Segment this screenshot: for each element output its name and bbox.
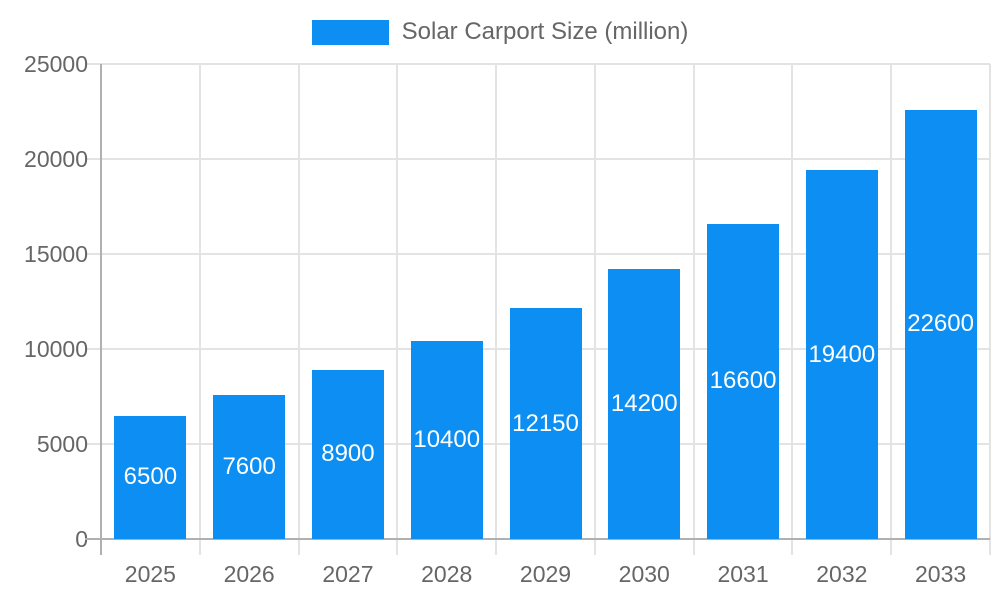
bar-2032 (805, 170, 878, 539)
x-tick (593, 539, 596, 555)
legend-label: Solar Carport Size (million) (401, 18, 689, 45)
v-gridline (297, 64, 300, 539)
x-tick (297, 539, 300, 555)
h-gridline (101, 158, 990, 160)
y-axis-label: 0 (75, 526, 88, 552)
v-gridline (198, 64, 201, 539)
legend-item-solar-carport-size[interactable]: Solar Carport Size (million) (311, 18, 689, 46)
x-axis-label: 2030 (618, 561, 670, 587)
y-tick (85, 158, 101, 160)
y-tick (85, 348, 101, 350)
legend-swatch (311, 19, 389, 45)
bar-value-label: 14200 (610, 390, 678, 418)
h-gridline (101, 253, 990, 255)
y-axis-label: 5000 (36, 431, 88, 457)
y-axis-label: 10000 (24, 336, 88, 362)
bar-2033 (904, 109, 977, 539)
bar-2031 (707, 223, 780, 539)
bar-value-label: 8900 (321, 440, 375, 468)
bar-2027 (311, 369, 384, 539)
y-axis-label: 25000 (24, 51, 88, 77)
bar-value-label: 12150 (512, 409, 579, 437)
v-gridline (890, 64, 893, 539)
bar-value-label: 22600 (907, 310, 974, 338)
x-tick (989, 539, 991, 555)
x-tick (495, 539, 498, 555)
bar-2026 (213, 394, 286, 539)
x-axis-label: 2032 (816, 561, 868, 587)
x-axis-label: 2031 (717, 561, 769, 587)
bar-2030 (608, 269, 681, 539)
y-axis-line (100, 64, 102, 555)
v-gridline (692, 64, 695, 539)
x-tick (791, 539, 794, 555)
y-axis-label: 15000 (24, 241, 88, 267)
x-tick (692, 539, 695, 555)
h-gridline (101, 63, 990, 65)
bar-value-label: 6500 (123, 463, 178, 491)
bar-2025 (114, 415, 187, 539)
x-tick (890, 539, 893, 555)
bar-value-label: 7600 (222, 452, 276, 480)
bar-value-label: 16600 (709, 367, 777, 395)
x-axis-label: 2028 (421, 561, 473, 587)
x-tick (396, 539, 399, 555)
bar-2029 (509, 308, 582, 539)
x-tick (198, 539, 201, 555)
chart-legend: Solar Carport Size (million) (0, 14, 1000, 50)
y-axis-label: 20000 (24, 146, 88, 172)
x-axis-line (85, 538, 990, 540)
y-tick (85, 63, 101, 65)
v-gridline (989, 64, 991, 539)
v-gridline (396, 64, 399, 539)
v-gridline (495, 64, 498, 539)
v-gridline (791, 64, 794, 539)
x-axis-label: 2033 (915, 561, 967, 587)
bar-2028 (410, 341, 483, 539)
x-axis-label: 2027 (322, 561, 374, 587)
x-axis-label: 2026 (223, 561, 275, 587)
y-tick (85, 253, 101, 255)
y-tick (85, 443, 101, 445)
v-gridline (593, 64, 596, 539)
bar-value-label: 10400 (413, 426, 481, 454)
x-axis-label: 2029 (519, 561, 572, 587)
x-axis-label: 2025 (124, 561, 176, 587)
bar-value-label: 19400 (808, 340, 876, 368)
